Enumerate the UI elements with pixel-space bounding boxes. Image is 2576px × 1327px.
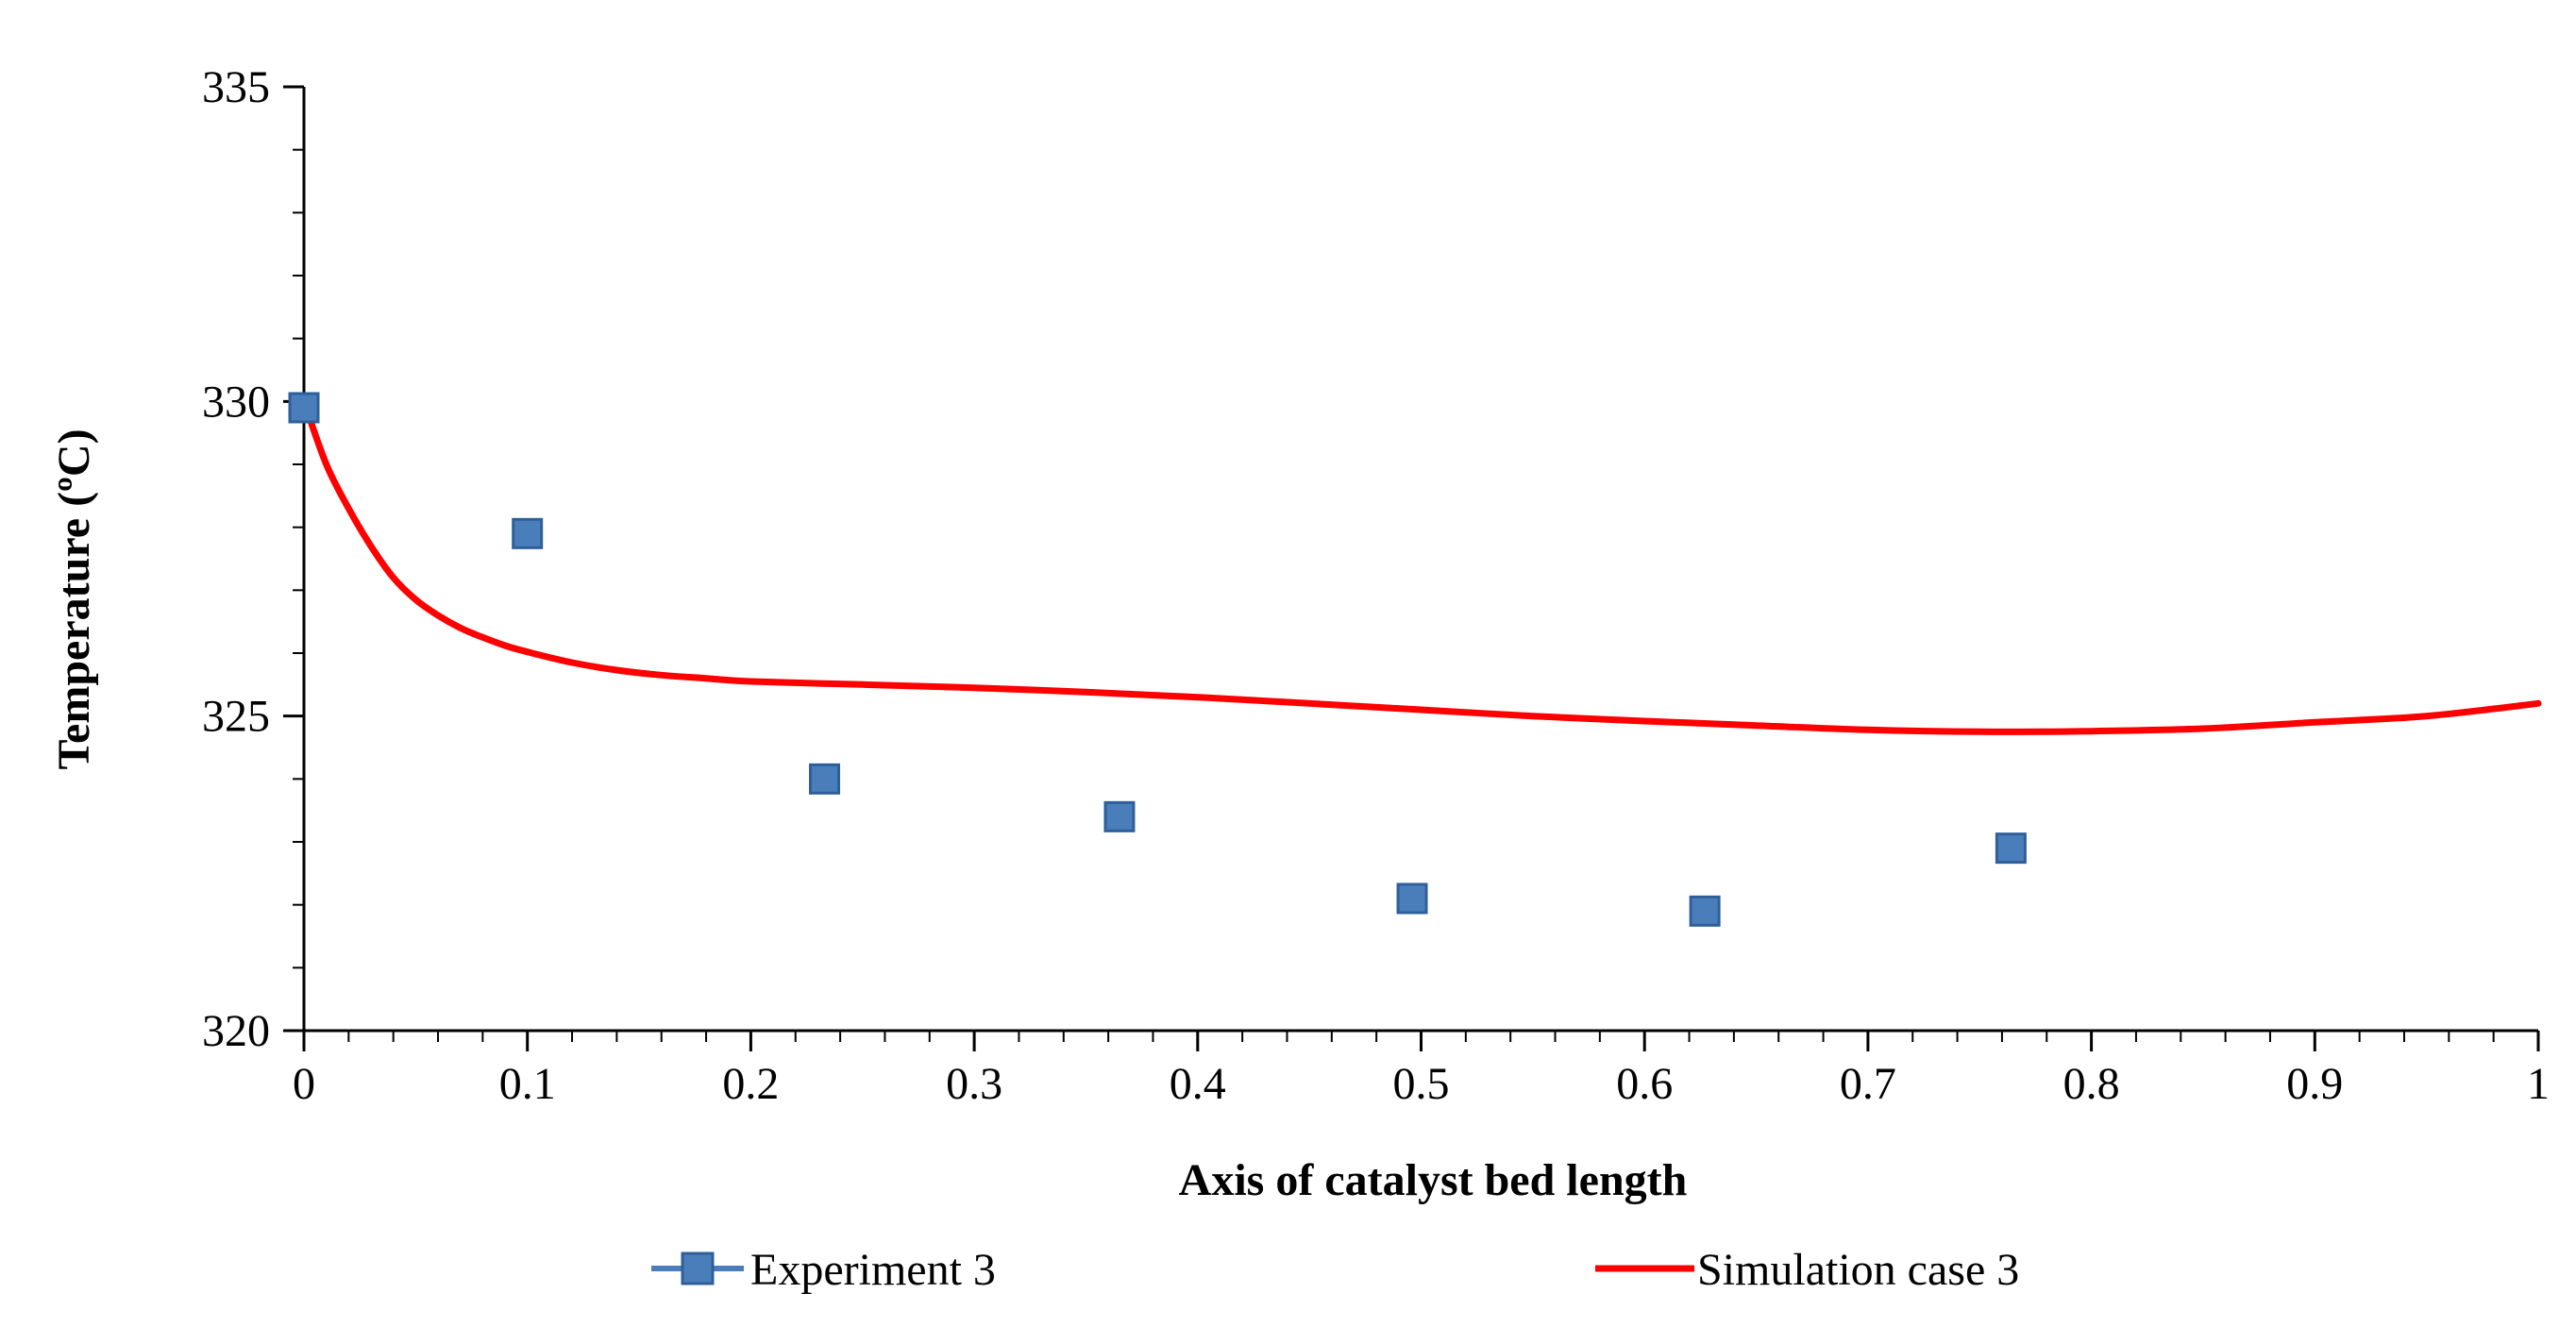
data-point-experiment-3 (1995, 832, 2027, 865)
y-axis-title: Temperature (ºC) (49, 428, 99, 769)
x-tick-label: 0.3 (946, 1059, 1002, 1109)
legend-item-experiment-3[interactable]: Experiment 3 (651, 1245, 996, 1295)
data-point-experiment-3 (809, 763, 841, 795)
series-line-simulation-case-3 (300, 397, 2542, 735)
x-tick-label: 0.5 (1393, 1059, 1450, 1109)
x-tick-label: 0 (293, 1059, 315, 1109)
data-point-experiment-3 (1689, 895, 1721, 927)
major-ticks (283, 85, 2540, 1051)
legend-item-simulation-case-3[interactable]: Simulation case 3 (1595, 1245, 2019, 1295)
y-tick-labels: 320 325 330 335 (202, 62, 270, 1056)
x-tick-label: 0.6 (1616, 1059, 1673, 1109)
legend: Experiment 3 Simulation case 3 (651, 1245, 2019, 1295)
x-tick-labels: 0 0.1 0.2 0.3 0.4 0.5 0.6 0.7 0.8 0.9 1 (293, 1059, 2550, 1109)
y-tick-label: 335 (202, 62, 270, 112)
x-tick-label: 0.8 (2063, 1059, 2120, 1109)
x-tick-label: 0.2 (722, 1059, 779, 1109)
x-tick-label: 0.4 (1170, 1059, 1226, 1109)
legend-swatch-marker (681, 1251, 715, 1285)
series-markers-experiment-3 (288, 392, 2027, 927)
minor-ticks (293, 148, 2495, 1042)
data-point-experiment-3 (1103, 800, 1136, 832)
y-tick-label: 320 (202, 1006, 270, 1056)
x-tick-label: 0.1 (499, 1059, 556, 1109)
data-point-experiment-3 (1396, 882, 1428, 915)
data-point-experiment-3 (288, 392, 320, 424)
x-tick-label: 0.7 (1840, 1059, 1896, 1109)
y-tick-label: 325 (202, 692, 270, 742)
legend-label-experiment-3: Experiment 3 (750, 1245, 996, 1295)
legend-label-simulation-case-3: Simulation case 3 (1697, 1245, 2019, 1295)
x-tick-label: 1 (2527, 1059, 2550, 1109)
x-axis-title: Axis of catalyst bed length (1179, 1155, 1688, 1205)
y-tick-label: 330 (202, 377, 270, 427)
x-tick-label: 0.9 (2286, 1059, 2343, 1109)
data-point-experiment-3 (512, 517, 544, 549)
